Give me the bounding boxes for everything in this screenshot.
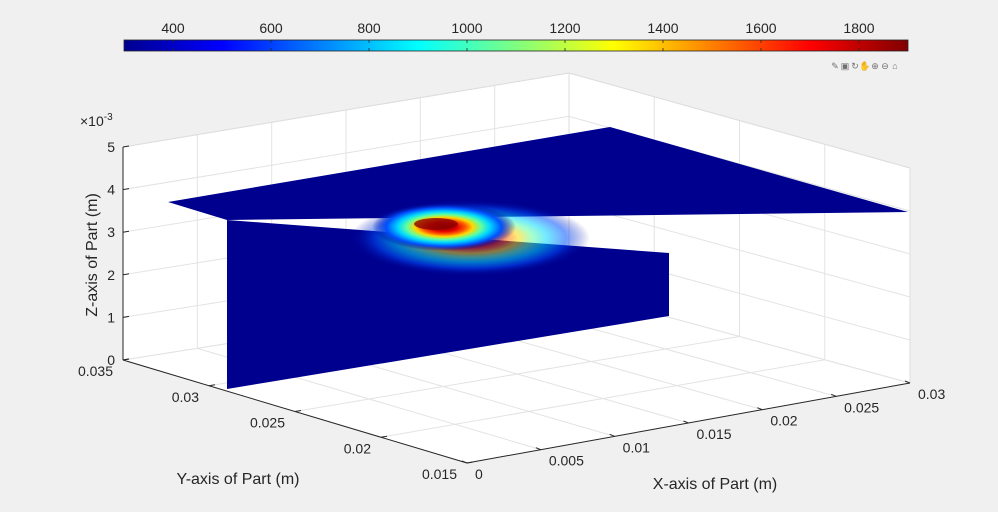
x-tick-label: 0.01: [623, 439, 650, 455]
x-tick-label: 0.02: [770, 413, 797, 429]
z-tick-mark: [122, 315, 130, 318]
surface-plot[interactable]: [168, 127, 908, 389]
datatip-icon[interactable]: ▣: [841, 61, 850, 71]
zoom-in-icon[interactable]: ⊕: [871, 61, 879, 71]
colorbar-tick-label: 400: [161, 20, 185, 36]
x-tick-label: 0: [475, 466, 483, 482]
x-tick-mark: [461, 460, 468, 464]
colorbar-tick-label: 1600: [745, 20, 776, 36]
y-tick-label: 0.025: [250, 415, 285, 431]
y-axis-ticks: 0.015 0.02 0.025 0.03 0.035: [78, 358, 474, 482]
y-tick-label: 0.015: [422, 466, 457, 482]
y-tick-label: 0.035: [78, 363, 113, 379]
z-tick-mark: [122, 273, 130, 276]
x-tick-mark: [535, 447, 542, 451]
z-tick-label: 4: [107, 182, 115, 198]
x-tick-mark: [904, 380, 911, 384]
colorbar-tick-label: 800: [357, 20, 381, 36]
y-tick-mark: [294, 410, 302, 412]
axes-toolbar[interactable]: ✎ ▣ ↻ ✋ ⊕ ⊖ ⌂: [831, 60, 897, 71]
z-tick-mark: [122, 230, 130, 233]
z-tick-label: 0: [107, 352, 115, 368]
x-tick-mark: [830, 393, 837, 397]
z-tick-mark: [122, 188, 130, 191]
zoom-out-icon[interactable]: ⊖: [881, 61, 889, 71]
y-tick-label: 0.02: [344, 440, 371, 456]
y-tick-mark: [466, 461, 474, 464]
brush-icon[interactable]: ✎: [831, 61, 839, 71]
colorbar-tick-label: 1200: [549, 20, 580, 36]
colorbar-ticks: 400 600 800 1000 1200 1400 1600 1800: [161, 20, 875, 51]
z-axis-label: Z-axis of Part (m): [84, 193, 101, 317]
x-tick-label: 0.03: [918, 386, 945, 402]
z-exponent-label: ×10-3: [80, 112, 113, 129]
colorbar-tick-label: 1400: [647, 20, 678, 36]
y-axis-label: Y-axis of Part (m): [177, 471, 300, 488]
colorbar-gradient: [123, 39, 909, 52]
x-axis-label: X-axis of Part (m): [653, 476, 777, 493]
x-tick-mark: [683, 420, 689, 424]
y-tick-mark: [380, 435, 388, 438]
pan-icon[interactable]: ✋: [859, 60, 870, 71]
z-tick-label: 2: [107, 267, 115, 283]
z-tick-label: 5: [107, 139, 115, 155]
rotate-icon[interactable]: ↻: [851, 61, 859, 71]
y-tick-mark: [122, 358, 130, 361]
x-tick-mark: [609, 433, 615, 437]
colorbar-tick-label: 600: [259, 20, 283, 36]
x-axis-ticks: 0 0.005 0.01 0.015 0.02 0.025 0.03: [461, 380, 945, 482]
x-tick-label: 0.025: [844, 399, 879, 415]
x-tick-label: 0.015: [697, 426, 732, 442]
heat-spot-peak: [414, 218, 458, 230]
y-tick-mark: [208, 384, 216, 387]
y-tick-label: 0.03: [172, 389, 199, 405]
top-face-surface: [168, 127, 908, 220]
z-tick-label: 1: [107, 309, 115, 325]
colorbar-tick-label: 1000: [451, 20, 482, 36]
box-edges: [122, 72, 911, 383]
colorbar-tick-label: 1800: [843, 20, 874, 36]
z-axis-ticks: 0 1 2 3 4 5: [107, 139, 130, 368]
x-tick-mark: [757, 407, 763, 411]
colorbar[interactable]: 400 600 800 1000 1200 1400 1600 1800: [123, 20, 909, 52]
home-icon[interactable]: ⌂: [892, 61, 897, 71]
z-tick-mark: [122, 145, 130, 148]
z-tick-label: 3: [107, 224, 115, 240]
x-tick-label: 0.005: [549, 453, 584, 469]
